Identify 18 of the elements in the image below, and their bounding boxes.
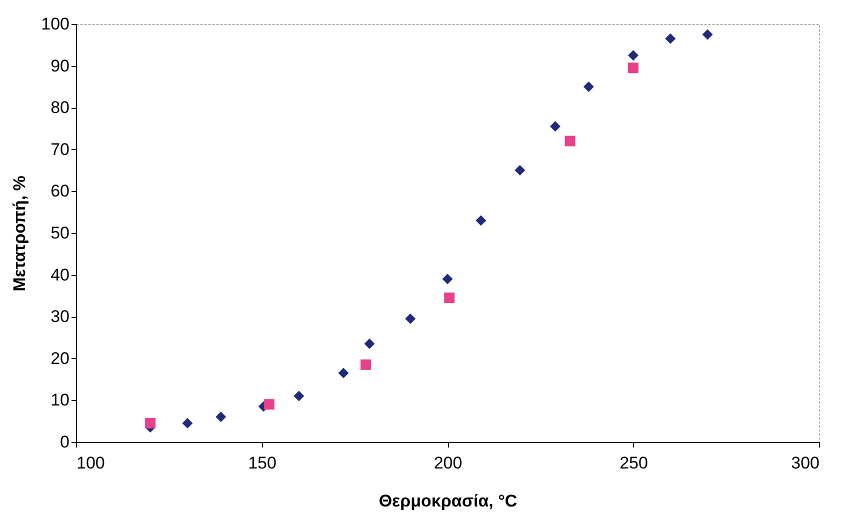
y-tick-label: 0 bbox=[60, 432, 70, 452]
x-tick-label: 300 bbox=[791, 454, 820, 472]
y-tick-label: 40 bbox=[50, 265, 70, 284]
y-tick-label: 50 bbox=[50, 224, 70, 242]
x-tick-label: 250 bbox=[620, 454, 648, 472]
x-tick-label: 200 bbox=[434, 454, 462, 472]
y-tick-label: 100 bbox=[41, 14, 70, 34]
x-tick-label: 150 bbox=[248, 454, 276, 472]
y-tick-label: 60 bbox=[50, 182, 70, 201]
x-axis-title: Θερμοκρασία, °C bbox=[378, 492, 518, 510]
y-tick-label: 20 bbox=[50, 348, 70, 368]
y-tick-label: 30 bbox=[50, 307, 70, 326]
x-tick-label: 100 bbox=[76, 454, 105, 472]
y-tick-label: 90 bbox=[50, 56, 70, 76]
y-axis-title: Μετατροπή, % bbox=[10, 176, 30, 292]
y-tick-label: 80 bbox=[50, 98, 70, 118]
y-tick-label: 10 bbox=[50, 390, 70, 410]
y-tick-label: 70 bbox=[50, 140, 70, 159]
